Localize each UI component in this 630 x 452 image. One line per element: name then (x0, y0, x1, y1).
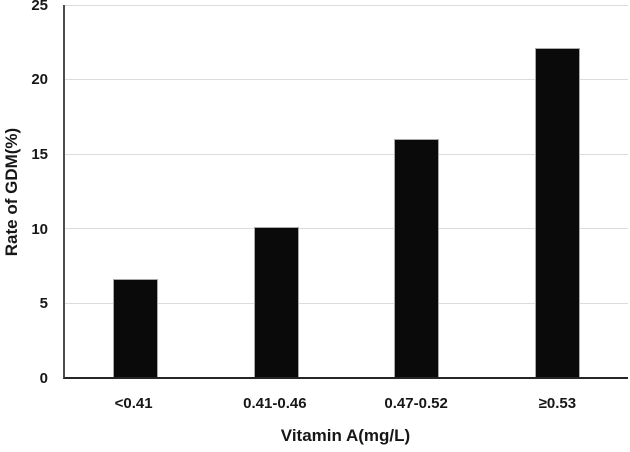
x-axis: <0.41 0.41-0.46 0.47-0.52 ≥0.53 (63, 395, 628, 413)
gridline (65, 79, 628, 81)
x-tick-label: 0.47-0.52 (384, 395, 448, 412)
y-tick-label: 5 (39, 295, 48, 313)
bar (394, 138, 440, 377)
bar (112, 278, 158, 377)
y-tick-label: 25 (31, 0, 48, 14)
x-axis-title: Vitamin A(mg/L) (280, 426, 411, 445)
gridline (65, 153, 628, 155)
y-axis: 0 5 10 15 20 25 (0, 0, 48, 387)
y-tick-label: 15 (31, 145, 48, 163)
plot-area (63, 5, 628, 379)
gridline (65, 5, 628, 6)
x-tick-label: <0.41 (114, 395, 153, 412)
y-tick-label: 0 (39, 370, 48, 387)
gridline (65, 302, 628, 304)
bar (253, 226, 299, 377)
gridline (65, 228, 628, 230)
y-tick-label: 10 (31, 220, 48, 238)
x-tick-label: 0.41-0.46 (243, 395, 307, 412)
x-tick-label: ≥0.53 (538, 395, 577, 412)
bar (535, 48, 581, 377)
y-tick-label: 20 (31, 71, 48, 89)
